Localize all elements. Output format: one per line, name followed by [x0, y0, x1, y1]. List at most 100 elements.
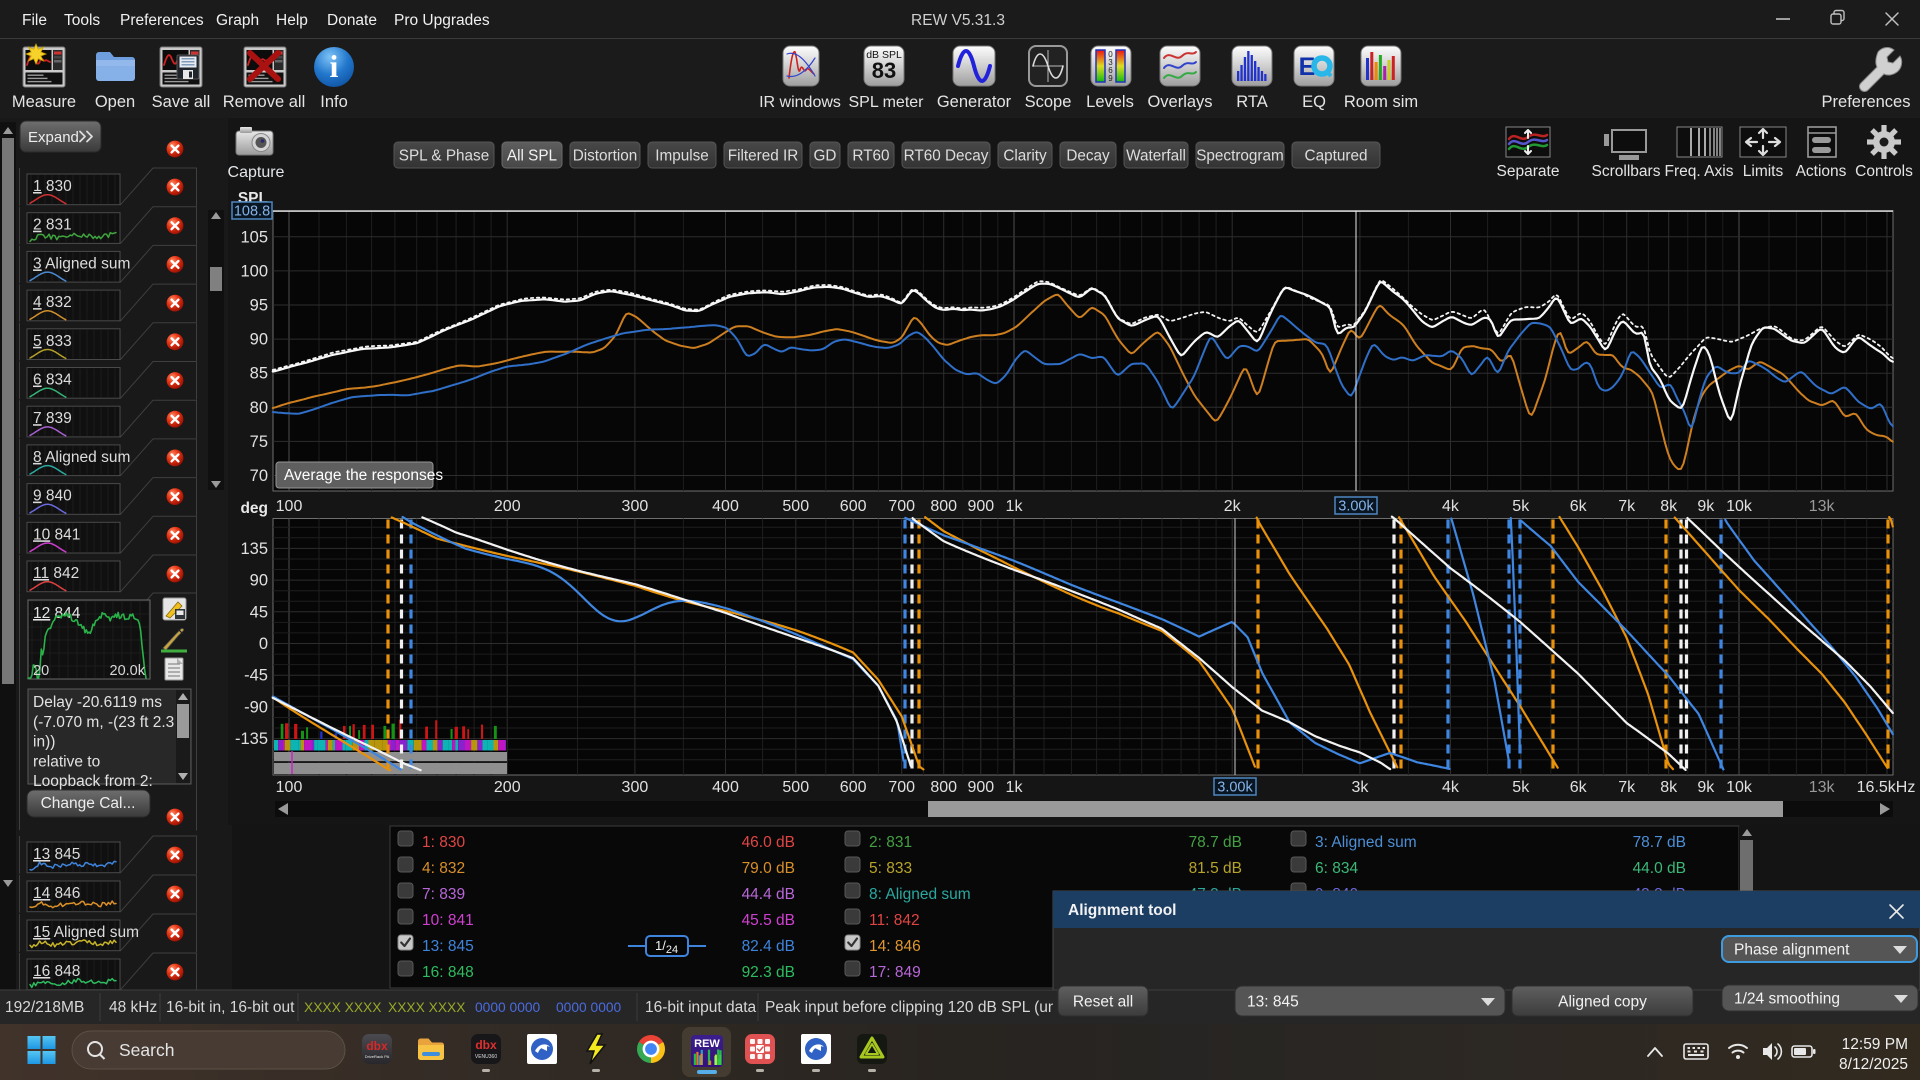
svg-text:12:59 PM: 12:59 PM — [1842, 1036, 1908, 1053]
svg-text:6 834: 6 834 — [33, 372, 72, 389]
svg-text:Scope: Scope — [1025, 93, 1072, 111]
svg-text:16-bit input data: 16-bit input data — [645, 999, 757, 1016]
svg-text:16.5kHz: 16.5kHz — [1857, 779, 1916, 796]
svg-text:500: 500 — [782, 779, 809, 796]
svg-text:1: 830: 1: 830 — [422, 834, 465, 851]
svg-text:-135: -135 — [235, 730, 268, 748]
svg-text:800: 800 — [930, 779, 957, 796]
svg-text:0: 0 — [259, 635, 268, 653]
svg-text:78.7 dB: 78.7 dB — [1633, 834, 1686, 851]
svg-text:95: 95 — [250, 297, 268, 315]
svg-text:-90: -90 — [244, 698, 268, 716]
svg-text:Info: Info — [320, 93, 348, 111]
svg-text:108.8: 108.8 — [234, 204, 270, 220]
svg-text:deg: deg — [240, 500, 268, 517]
svg-text:8 Aligned sum: 8 Aligned sum — [33, 449, 130, 466]
svg-text:10k: 10k — [1726, 779, 1753, 796]
svg-text:7k: 7k — [1618, 779, 1636, 796]
svg-text:400: 400 — [712, 498, 739, 515]
svg-text:300: 300 — [622, 498, 649, 515]
svg-text:Expand: Expand — [28, 129, 79, 146]
svg-text:Separate: Separate — [1497, 163, 1560, 180]
svg-text:Captured: Captured — [1305, 148, 1368, 165]
svg-text:2k: 2k — [1224, 498, 1242, 515]
svg-text:Clarity: Clarity — [1003, 148, 1047, 165]
svg-text:48 kHz: 48 kHz — [109, 999, 157, 1016]
svg-text:1 830: 1 830 — [33, 178, 72, 195]
svg-text:8k: 8k — [1660, 498, 1678, 515]
svg-text:75: 75 — [250, 433, 268, 451]
svg-text:Change Cal...: Change Cal... — [41, 795, 136, 812]
svg-text:135: 135 — [240, 540, 268, 558]
svg-text:105: 105 — [240, 228, 268, 246]
svg-text:5: 833: 5: 833 — [869, 860, 912, 877]
svg-text:Actions: Actions — [1796, 163, 1847, 180]
svg-text:(-7.070 m, -(23 ft 2.3: (-7.070 m, -(23 ft 2.3 — [33, 714, 174, 731]
svg-text:100: 100 — [276, 498, 303, 515]
svg-text:5k: 5k — [1512, 498, 1530, 515]
svg-text:XXXX XXXX: XXXX XXXX — [388, 1000, 465, 1015]
svg-text:4k: 4k — [1442, 498, 1460, 515]
svg-text:File: File — [22, 12, 47, 29]
svg-text:7: 839: 7: 839 — [422, 886, 465, 903]
svg-text:6k: 6k — [1570, 498, 1588, 515]
svg-text:3: 3 — [1108, 58, 1113, 67]
svg-text:700: 700 — [888, 498, 915, 515]
svg-text:Loopback from 2:: Loopback from 2: — [33, 773, 153, 790]
svg-text:dbx: dbx — [475, 1038, 497, 1052]
svg-text:SPL & Phase: SPL & Phase — [399, 148, 489, 165]
svg-text:3k: 3k — [1351, 779, 1369, 796]
svg-text:90: 90 — [250, 572, 268, 590]
svg-text:Limits: Limits — [1743, 163, 1784, 180]
svg-text:13: 845: 13: 845 — [1247, 994, 1299, 1011]
svg-text:Measure: Measure — [12, 93, 76, 111]
svg-text:20.0k: 20.0k — [110, 663, 146, 679]
svg-text:600: 600 — [840, 779, 867, 796]
svg-text:Freq. Axis: Freq. Axis — [1665, 163, 1734, 180]
svg-text:Alignment tool: Alignment tool — [1068, 902, 1177, 919]
svg-text:200: 200 — [494, 779, 521, 796]
svg-text:81.5 dB: 81.5 dB — [1189, 860, 1242, 877]
svg-text:Impulse: Impulse — [655, 148, 709, 165]
svg-text:700: 700 — [888, 779, 915, 796]
svg-text:Save all: Save all — [152, 93, 211, 111]
svg-text:2 831: 2 831 — [33, 217, 72, 234]
svg-text:Graph: Graph — [216, 12, 259, 29]
svg-text:10 841: 10 841 — [33, 526, 80, 543]
svg-text:20: 20 — [33, 663, 49, 679]
svg-text:14 846: 14 846 — [33, 885, 80, 902]
svg-text:900: 900 — [967, 779, 994, 796]
svg-text:Average the responses: Average the responses — [284, 467, 443, 484]
svg-text:i: i — [330, 48, 339, 84]
svg-text:Decay: Decay — [1066, 148, 1110, 165]
svg-text:83: 83 — [872, 58, 896, 83]
svg-text:E: E — [1299, 53, 1316, 81]
svg-text:Overlays: Overlays — [1147, 93, 1212, 111]
svg-text:4 832: 4 832 — [33, 294, 72, 311]
svg-text:7k: 7k — [1618, 498, 1636, 515]
svg-text:Donate: Donate — [327, 12, 377, 29]
svg-text:300: 300 — [622, 779, 649, 796]
svg-text:44.4 dB: 44.4 dB — [742, 886, 795, 903]
svg-text:Pro Upgrades: Pro Upgrades — [394, 12, 490, 29]
svg-text:14: 846: 14: 846 — [869, 938, 921, 955]
svg-text:Levels: Levels — [1086, 93, 1134, 111]
svg-text:DriveRack PA: DriveRack PA — [365, 1054, 390, 1059]
svg-text:REW V5.31.3: REW V5.31.3 — [911, 12, 1005, 29]
svg-text:400: 400 — [712, 779, 739, 796]
svg-text:92.3 dB: 92.3 dB — [742, 964, 795, 981]
svg-text:RTA: RTA — [1236, 93, 1267, 111]
svg-text:dbx: dbx — [366, 1039, 388, 1053]
svg-text:Peak input before clipping 120: Peak input before clipping 120 dB SPL (u… — [765, 999, 1073, 1016]
svg-text:100: 100 — [276, 779, 303, 796]
svg-text:0000 0000: 0000 0000 — [556, 1000, 622, 1015]
svg-text:0: 0 — [1108, 50, 1113, 59]
svg-text:11: 842: 11: 842 — [869, 912, 920, 929]
svg-text:Spectrogram: Spectrogram — [1196, 148, 1284, 165]
svg-text:70: 70 — [250, 467, 268, 485]
svg-text:7 839: 7 839 — [33, 410, 72, 427]
svg-text:13k: 13k — [1809, 498, 1836, 515]
svg-text:Capture: Capture — [228, 164, 285, 181]
svg-text:600: 600 — [840, 498, 867, 515]
svg-text:8: Aligned sum: 8: Aligned sum — [869, 886, 971, 903]
